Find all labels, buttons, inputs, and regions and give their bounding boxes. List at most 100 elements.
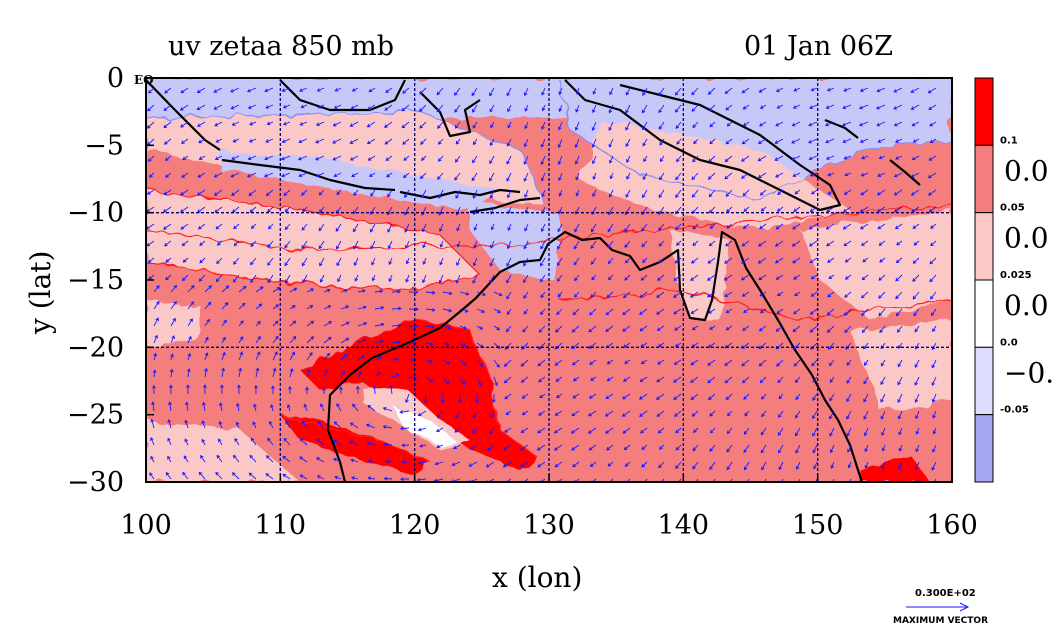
- wind-vector-arrow: [572, 393, 580, 399]
- wind-vector-arrow: [893, 206, 903, 213]
- wind-vector-arrow: [708, 393, 716, 401]
- wind-vector-arrow: [893, 189, 903, 196]
- wind-vector-arrow: [213, 104, 223, 110]
- wind-vector-arrow: [913, 240, 920, 246]
- wind-vector-arrow: [283, 189, 291, 196]
- wind-vector-arrow: [574, 223, 580, 233]
- wind-vector-arrow: [170, 353, 174, 361]
- wind-vector-arrow: [421, 223, 427, 233]
- wind-vector-arrow: [574, 274, 580, 282]
- wind-vector-arrow: [641, 223, 648, 232]
- wind-vector-arrow: [320, 403, 325, 412]
- wind-vector-arrow: [374, 289, 384, 294]
- wind-vector-arrow: [250, 257, 257, 266]
- wind-vector-arrow: [337, 274, 342, 283]
- wind-vector-arrow: [146, 240, 155, 247]
- wind-vector-arrow: [609, 172, 614, 180]
- wind-vector-arrow: [604, 410, 614, 417]
- wind-vector-arrow: [238, 336, 244, 344]
- wind-vector-arrow: [758, 342, 767, 350]
- wind-vector-arrow: [695, 478, 699, 482]
- wind-vector-arrow: [642, 87, 648, 96]
- wind-vector-arrow: [272, 304, 279, 310]
- wind-vector-arrow: [570, 427, 580, 434]
- wind-vector-arrow: [183, 455, 189, 463]
- wind-vector-arrow: [558, 121, 563, 131]
- wind-vector-arrow: [367, 404, 376, 412]
- colorbar-swatch-5: [974, 414, 994, 483]
- wind-vector-arrow: [232, 274, 240, 283]
- wind-vector-arrow: [289, 320, 297, 327]
- wind-vector-arrow: [301, 223, 308, 231]
- wind-vector-arrow: [536, 444, 546, 451]
- wind-vector-arrow: [878, 308, 886, 317]
- wind-vector-arrow: [357, 322, 368, 327]
- wind-vector-arrow: [794, 189, 801, 195]
- wind-vector-arrow: [676, 155, 682, 163]
- wind-vector-arrow: [204, 352, 209, 361]
- wind-vector-arrow: [164, 155, 172, 161]
- wind-vector-arrow: [454, 172, 461, 181]
- wind-vector-arrow: [675, 427, 682, 434]
- wind-vector-arrow: [881, 427, 886, 437]
- wind-vector-arrow: [506, 257, 512, 267]
- wind-vector-arrow: [931, 359, 937, 369]
- wind-vector-arrow: [300, 104, 308, 109]
- wind-vector-arrow: [368, 87, 376, 93]
- wind-vector-arrow: [830, 461, 835, 470]
- wind-vector-arrow: [231, 472, 240, 480]
- wind-vector-arrow: [574, 291, 580, 298]
- vector-scale: 0.300E+02 MAXIMUM VECTOR: [893, 588, 988, 626]
- wind-vector-arrow: [829, 410, 835, 420]
- wind-vector-arrow: [658, 257, 665, 264]
- wind-vector-arrow: [452, 444, 461, 449]
- wind-vector-arrow: [425, 376, 434, 383]
- wind-vector-arrow: [609, 87, 614, 96]
- wind-vector-arrow: [442, 325, 452, 330]
- wind-vector-arrow: [521, 410, 529, 416]
- wind-vector-arrow: [489, 104, 495, 113]
- wind-vector-arrow: [476, 291, 487, 297]
- wind-vector-arrow: [895, 291, 903, 300]
- y-tick-label-3: −15: [67, 265, 124, 296]
- wind-vector-arrow: [846, 376, 852, 384]
- wind-vector-arrow: [181, 240, 189, 247]
- wind-vector-arrow: [588, 325, 597, 333]
- wind-vector-arrow: [861, 325, 869, 334]
- wind-vector-arrow: [218, 402, 223, 412]
- wind-vector-arrow: [743, 308, 750, 313]
- wind-vector-arrow: [813, 461, 818, 470]
- wind-vector-arrow: [623, 444, 631, 451]
- wind-vector-arrow: [573, 240, 580, 250]
- wind-vector-arrow: [808, 138, 818, 144]
- wind-vector-arrow: [759, 291, 767, 297]
- wind-vector-arrow: [459, 308, 469, 313]
- wind-vector-arrow: [572, 308, 580, 316]
- wind-vector-arrow: [726, 121, 733, 127]
- wind-vector-arrow: [742, 325, 750, 331]
- wind-vector-arrow: [524, 206, 529, 214]
- wind-vector-arrow: [812, 393, 818, 401]
- time-label: 01 Jan 06Z: [744, 31, 893, 62]
- wind-vector-arrow: [641, 104, 648, 114]
- wind-vector-arrow: [232, 454, 240, 463]
- wind-vector-arrow: [860, 189, 869, 196]
- wind-vector-arrow: [640, 359, 648, 365]
- wind-vector-arrow: [553, 427, 563, 434]
- wind-vector-arrow: [758, 325, 767, 332]
- wind-vector-arrow: [741, 291, 750, 297]
- wind-vector-arrow: [374, 305, 385, 310]
- wind-vector-arrow: [761, 393, 767, 400]
- wind-vector-arrow: [846, 427, 852, 437]
- wind-vector-arrow: [335, 223, 342, 232]
- wind-vector-arrow: [454, 87, 461, 96]
- wind-vector-arrow: [459, 342, 467, 347]
- wind-vector-arrow: [849, 478, 852, 482]
- wind-vector-arrow: [707, 359, 716, 366]
- wind-vector-arrow: [690, 308, 699, 314]
- wind-vector-arrow: [795, 427, 801, 437]
- wind-vector-arrow: [221, 336, 226, 344]
- wind-vector-arrow: [556, 257, 563, 267]
- wind-vector-arrow: [641, 461, 648, 468]
